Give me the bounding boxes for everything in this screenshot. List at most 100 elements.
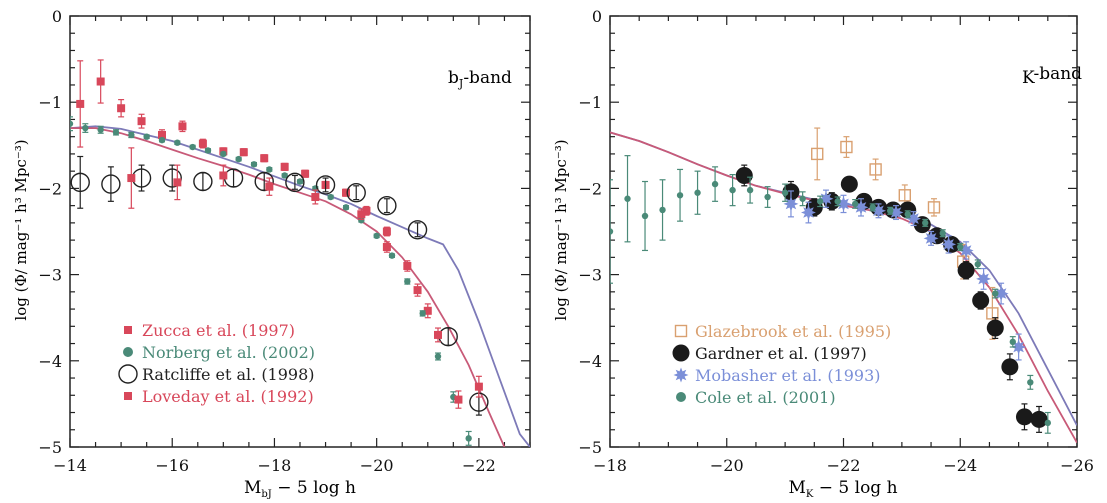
data-point <box>729 186 736 194</box>
data-point <box>923 230 939 246</box>
data-point <box>137 117 146 126</box>
data-point <box>799 195 806 202</box>
legend-marker <box>673 367 689 383</box>
data-point <box>869 163 882 176</box>
data-point <box>986 319 1004 337</box>
x-tick-label: −18 <box>258 456 292 475</box>
data-point <box>127 174 136 183</box>
data-point <box>939 230 946 237</box>
data-point <box>851 200 859 208</box>
data-point <box>143 133 150 140</box>
data-point <box>178 122 187 131</box>
data-point <box>362 206 371 215</box>
data-point <box>1044 419 1052 427</box>
data-point <box>899 201 917 219</box>
data-point <box>407 220 428 240</box>
legend-label: Cole et al. (2001) <box>695 388 836 407</box>
data-point <box>358 217 365 224</box>
data-point <box>1030 410 1048 428</box>
x-tick-label: −16 <box>155 456 189 475</box>
x-tick-label: −18 <box>593 456 627 475</box>
model-curve <box>70 127 506 447</box>
legend-marker <box>118 364 138 384</box>
data-point <box>382 227 391 236</box>
data-point <box>746 186 754 194</box>
data-point <box>423 306 432 315</box>
data-point <box>434 330 442 339</box>
data-point <box>816 198 824 205</box>
legend-label: Ratcliffe et al. (1998) <box>142 365 315 384</box>
data-point <box>373 232 380 240</box>
data-point <box>834 198 841 205</box>
data-point <box>413 286 422 295</box>
data-point <box>342 204 350 211</box>
x-tick-label: −14 <box>53 456 87 475</box>
y-tick-label: −1 <box>578 93 602 112</box>
x-tick-label: −24 <box>943 456 977 475</box>
data-point <box>101 174 121 194</box>
data-point <box>265 182 274 191</box>
data-point <box>198 139 207 148</box>
data-point <box>869 204 876 211</box>
y-tick-label: −3 <box>578 266 602 285</box>
data-point <box>927 201 941 214</box>
data-point <box>957 261 975 279</box>
data-point <box>474 382 483 391</box>
data-point <box>173 178 182 187</box>
data-point <box>811 147 824 161</box>
data-point <box>764 193 771 201</box>
legend-label: Zucca et al. (1997) <box>142 321 295 340</box>
plot-area: −14 −16 −18 −20 −22 0 −1 −2 −3 −4 −5 Zucca et al. (… <box>38 7 531 475</box>
data-point <box>219 171 228 180</box>
band-label: K-band <box>1022 64 1082 88</box>
legend-marker <box>674 324 688 338</box>
data-point <box>296 178 304 185</box>
x-tick-label: −20 <box>360 456 394 475</box>
data-point <box>128 131 135 139</box>
data-point <box>887 207 894 215</box>
data-point <box>922 219 929 227</box>
data-point <box>357 210 366 219</box>
y-tick-label: 0 <box>52 7 62 26</box>
y-tick-label: −4 <box>38 352 62 371</box>
data-point <box>403 261 412 270</box>
data-point <box>239 148 248 157</box>
data-point <box>972 291 990 309</box>
data-point <box>840 140 853 154</box>
y-tick-label: −5 <box>38 438 62 457</box>
band-label: bJ-band <box>448 68 512 90</box>
data-point <box>76 99 85 108</box>
legend-marker <box>672 344 690 362</box>
data-point <box>112 129 120 136</box>
data-point <box>404 278 411 285</box>
data-point <box>382 243 391 252</box>
data-point <box>801 205 816 220</box>
data-point <box>941 237 957 252</box>
data-point <box>327 193 334 201</box>
data-point <box>346 183 366 203</box>
data-series <box>610 155 1052 434</box>
data-point <box>898 189 911 202</box>
plot-area: −18 −20 −22 −24 −26 0 −1 −2 −3 −4 −5 Glazebrook et … <box>578 7 1093 475</box>
y-tick-label: −4 <box>578 352 602 371</box>
data-point <box>254 171 274 192</box>
legend-marker <box>124 392 132 400</box>
legend: Glazebrook et al. (1995) Gardner et al. (… <box>672 322 891 407</box>
data-point <box>957 243 964 251</box>
data-point <box>220 150 227 158</box>
legend-label: Loveday et al. (1992) <box>142 387 314 406</box>
y-axis-label: log (Φ/ mag⁻¹ h³ Mpc⁻³) <box>12 139 30 320</box>
legend: Zucca et al. (1997) Norberg et al. (2002)… <box>118 321 315 406</box>
data-series <box>811 127 999 340</box>
data-point <box>311 193 320 202</box>
legend-label: Gardner et al. (1997) <box>695 344 867 363</box>
data-point <box>992 290 999 297</box>
data-point <box>301 169 310 178</box>
data-point <box>204 147 212 154</box>
data-point <box>266 166 273 173</box>
data-point <box>285 172 305 193</box>
data-point <box>624 195 631 202</box>
x-tick-label: −26 <box>1060 456 1094 475</box>
data-point <box>377 195 397 216</box>
data-point <box>315 175 336 195</box>
